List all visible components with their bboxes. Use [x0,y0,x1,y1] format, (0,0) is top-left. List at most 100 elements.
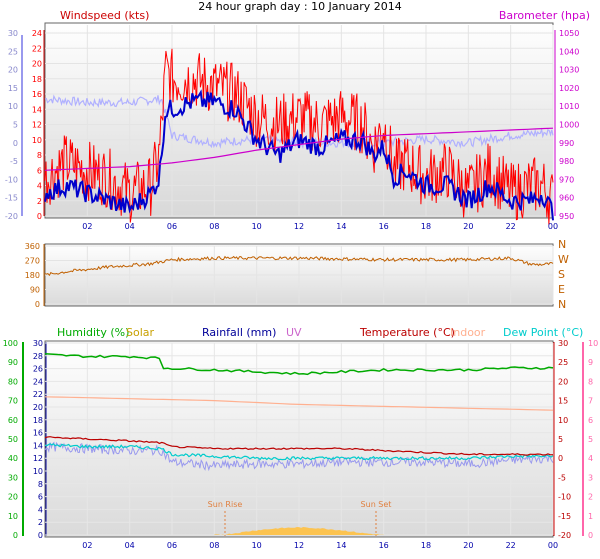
rain-tick-label: 28 [33,352,43,361]
temp-tick-label: -15 [558,512,571,521]
direction-line [44,255,554,277]
wind-tick-label: 2 [37,197,42,206]
rain-tick-label: 14 [33,441,43,450]
rain-tick-label: 12 [33,454,43,463]
humidity-time-label: 16 [379,541,389,550]
legend-solar: Solar [126,326,155,339]
humidity-tick-label: 80 [8,377,18,386]
temp-tick-label: -20 [558,531,571,540]
wind-time-label: 10 [252,222,262,231]
temp-tick-label: 30 [8,29,18,38]
compass-label: E [558,283,565,296]
compass-label: W [558,253,569,266]
wind-time-label: 04 [125,222,135,231]
wind-series [44,48,554,225]
indoor-temp-line [44,396,554,411]
temp-tick-label: 25 [8,47,18,56]
humidity-time-axis: 02 04 06 08 10 12 14 16 18 20 22 00 [82,541,558,550]
wind-tick-label: 10 [32,136,42,145]
legend-uv: UV [286,326,302,339]
humidity-tick-label: 20 [8,493,18,502]
humidity-time-label: 04 [125,541,135,550]
wind-tick-label: 14 [32,105,42,114]
wind-time-label: 06 [167,222,177,231]
uv-tick-label: 0 [588,531,593,540]
wind-time-label: 02 [82,222,92,231]
humidity-tick-label: 90 [8,358,18,367]
rain-tick-label: 20 [33,403,43,412]
temp-tick-label: -15 [5,194,18,203]
baro-tick-label: 1040 [559,47,579,56]
direction-series [44,255,554,277]
rain-tick-label: 22 [33,390,43,399]
baro-tick-label: 970 [559,175,574,184]
temp-tick-label: 30 [558,339,568,348]
legend-temperature: Temperature (°C) [359,326,455,339]
humidity-time-label: 08 [209,541,219,550]
uv-tick-label: 8 [588,377,593,386]
temp-tick-label: 0 [13,139,18,148]
temp-tick-label: -10 [558,493,571,502]
wind-tick-label: 12 [32,121,42,130]
uv-tick-label: 2 [588,493,593,502]
barometer-line [44,127,554,171]
sunset-label: Sun Set [361,500,392,509]
chart-title: 24 hour graph day : 10 January 2014 [198,0,402,13]
wind-axis-label: Windspeed (kts) [60,9,149,22]
temp-tick-label: 20 [558,377,568,386]
humidity-time-label: 18 [421,541,431,550]
temp-tick-label: 5 [558,435,563,444]
wind-time-label: 20 [463,222,473,231]
baro-tick-label: 1020 [559,84,579,93]
humidity-tick-label: 50 [8,435,18,444]
baro-tick-label: 990 [559,139,574,148]
direction-tick-label: 360 [25,242,40,251]
baro-tick-label: 1010 [559,102,579,111]
wind-tick-label: 16 [32,90,42,99]
rain-tick-label: 10 [33,467,43,476]
temp-tick-label: 25 [558,358,568,367]
baro-axis-label: Barometer (hpa) [499,9,590,22]
wind-tick-label: 4 [37,182,42,191]
wind-tick-label: 18 [32,75,42,84]
gust-line [44,48,554,225]
rain-tick-label: 2 [38,518,43,527]
humidity-tick-label: 10 [8,512,18,521]
humidity-time-label: 20 [463,541,473,550]
dewpoint-line [44,443,554,461]
compass-label: N [558,298,566,311]
temp-tick-label: 15 [558,397,568,406]
compass-label: S [558,268,565,281]
wind-tick-label: 8 [37,151,42,160]
rain-tick-label: 0 [38,531,43,540]
humidity-tick-label: 30 [8,473,18,482]
avg-wind-line [44,89,554,221]
humidity-line [44,353,554,376]
wind-tick-label: 0 [37,212,42,221]
humidity-tick-label: 70 [8,397,18,406]
uv-tick-label: 7 [588,397,593,406]
rain-tick-label: 18 [33,416,43,425]
humidity-ticks: 3028262422201816141210864201009080706050… [3,339,598,540]
temp-tick-label: 0 [558,454,563,463]
rain-tick-label: 16 [33,429,43,438]
uv-tick-label: 6 [588,416,593,425]
solar-area [214,527,384,535]
humidity-time-label: 14 [336,541,346,550]
wind-time-label: 08 [209,222,219,231]
direction-tick-label: 0 [35,300,40,309]
uv-tick-label: 1 [588,512,593,521]
baro-tick-label: 1050 [559,29,579,38]
baro-tick-label: 980 [559,157,574,166]
direction-tick-label: 270 [25,257,40,266]
wind-time-label: 16 [379,222,389,231]
legend-rainfall: Rainfall (mm) [202,326,276,339]
humidity-tick-label: 100 [3,339,18,348]
humidity-time-label: 00 [548,541,558,550]
baro-tick-label: 950 [559,212,574,221]
rain-tick-label: 4 [38,505,43,514]
temp-tick-label: -10 [5,175,18,184]
wind-time-label: 18 [421,222,431,231]
